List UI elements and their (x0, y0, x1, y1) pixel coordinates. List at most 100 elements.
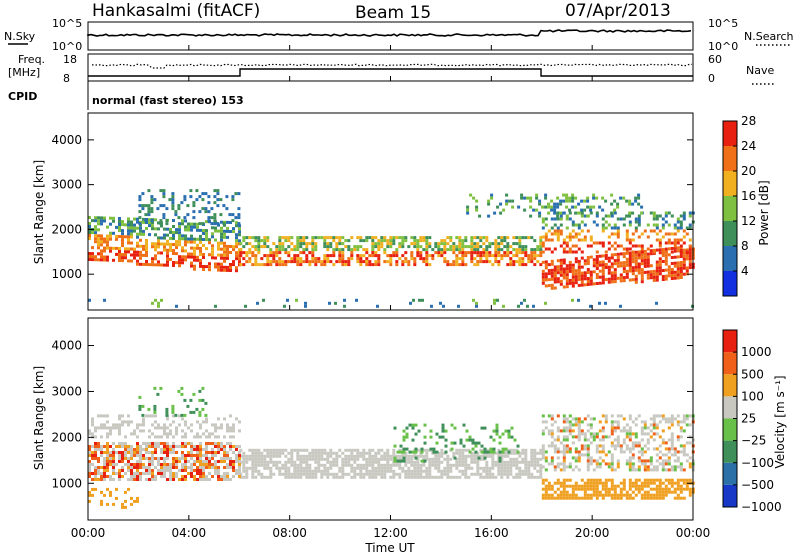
power-cell (676, 264, 680, 268)
power-cell (580, 283, 584, 287)
power-cell (278, 239, 282, 243)
velocity-cell (326, 469, 330, 473)
power-cell (673, 249, 677, 253)
power-cell (529, 196, 533, 200)
power-cell (251, 236, 255, 240)
power-cell (223, 259, 226, 263)
power-cell (577, 259, 581, 263)
velocity-cell (434, 457, 438, 461)
power-cell (539, 236, 543, 240)
velocity-cell (574, 496, 578, 500)
velocity-cell (118, 457, 121, 460)
power-cell (565, 267, 569, 271)
velocity-cell (302, 454, 306, 458)
velocity-cell (655, 468, 659, 472)
velocity-cell (434, 466, 438, 470)
velocity-cell (550, 444, 554, 448)
velocity-cell (196, 469, 199, 472)
power-cell (305, 242, 309, 246)
power-cell (667, 211, 671, 215)
velocity-cell (631, 420, 635, 424)
power-cell (688, 244, 692, 248)
power-cell (350, 254, 354, 258)
velocity-cell (550, 456, 554, 460)
y-tick-label: 2000 (51, 430, 82, 444)
velocity-cell (386, 454, 390, 458)
power-cell (181, 249, 184, 253)
velocity-cell (667, 487, 671, 491)
power-cell (91, 246, 94, 250)
velocity-cell (229, 435, 232, 439)
velocity-cell (254, 463, 258, 467)
velocity-cell (500, 469, 504, 473)
velocity-cell (103, 423, 106, 427)
velocity-cell (232, 426, 235, 430)
power-cell (685, 248, 689, 252)
power-cell (685, 250, 689, 254)
velocity-cell (229, 478, 232, 481)
power-cell (631, 266, 635, 270)
power-cell (219, 198, 223, 202)
power-cell (254, 257, 258, 261)
velocity-cell (673, 468, 677, 472)
power-cell (287, 260, 291, 264)
power-cell (673, 226, 677, 230)
power-cell (637, 223, 641, 227)
power-cell (601, 272, 605, 276)
velocity-cell (145, 472, 148, 475)
power-cell (97, 219, 100, 223)
power-cell (127, 259, 130, 263)
power-cell (341, 251, 345, 255)
power-cell (640, 211, 644, 215)
power-cell (260, 263, 264, 267)
velocity-cell (226, 475, 229, 478)
velocity-cell (676, 435, 680, 439)
power-cell (350, 257, 354, 261)
velocity-cell (414, 423, 418, 427)
velocity-cell (622, 441, 626, 445)
power-cell (425, 239, 429, 243)
power-cell (302, 236, 306, 240)
velocity-cell (556, 429, 560, 433)
power-cell (482, 254, 486, 258)
velocity-cell (106, 445, 109, 448)
velocity-cell (455, 448, 459, 452)
velocity-cell (181, 469, 184, 472)
velocity-cell (97, 460, 100, 463)
velocity-cell (308, 457, 312, 461)
power-cell (637, 253, 641, 257)
velocity-cell (100, 445, 103, 448)
velocity-cell (667, 462, 671, 466)
power-cell (521, 257, 525, 261)
velocity-cell (595, 447, 599, 451)
velocity-cell (317, 454, 321, 458)
power-cell (466, 205, 470, 209)
power-cell (151, 260, 154, 264)
power-cell (559, 217, 563, 221)
velocity-cell (374, 451, 378, 455)
velocity-cell (577, 429, 581, 433)
power-cell (461, 245, 465, 249)
power-cell (175, 240, 178, 244)
power-cell (334, 301, 337, 305)
velocity-cell (263, 475, 267, 479)
velocity-cell (220, 478, 223, 481)
velocity-cell (682, 444, 686, 448)
velocity-cell (670, 414, 674, 418)
velocity-cell (598, 478, 602, 482)
power-cell (580, 256, 584, 260)
velocity-cell (640, 438, 644, 442)
velocity-cell (631, 465, 635, 469)
velocity-cell (661, 468, 665, 472)
velocity-cell (91, 445, 94, 448)
power-cell (202, 232, 205, 235)
velocity-cell (272, 460, 276, 464)
velocity-cell (652, 417, 656, 421)
power-cell (136, 241, 139, 245)
power-cell (601, 226, 605, 230)
velocity-cell (483, 456, 487, 460)
velocity-cell (541, 496, 545, 500)
power-cell (171, 198, 175, 202)
power-cell (226, 229, 229, 233)
power-cell (601, 263, 605, 267)
